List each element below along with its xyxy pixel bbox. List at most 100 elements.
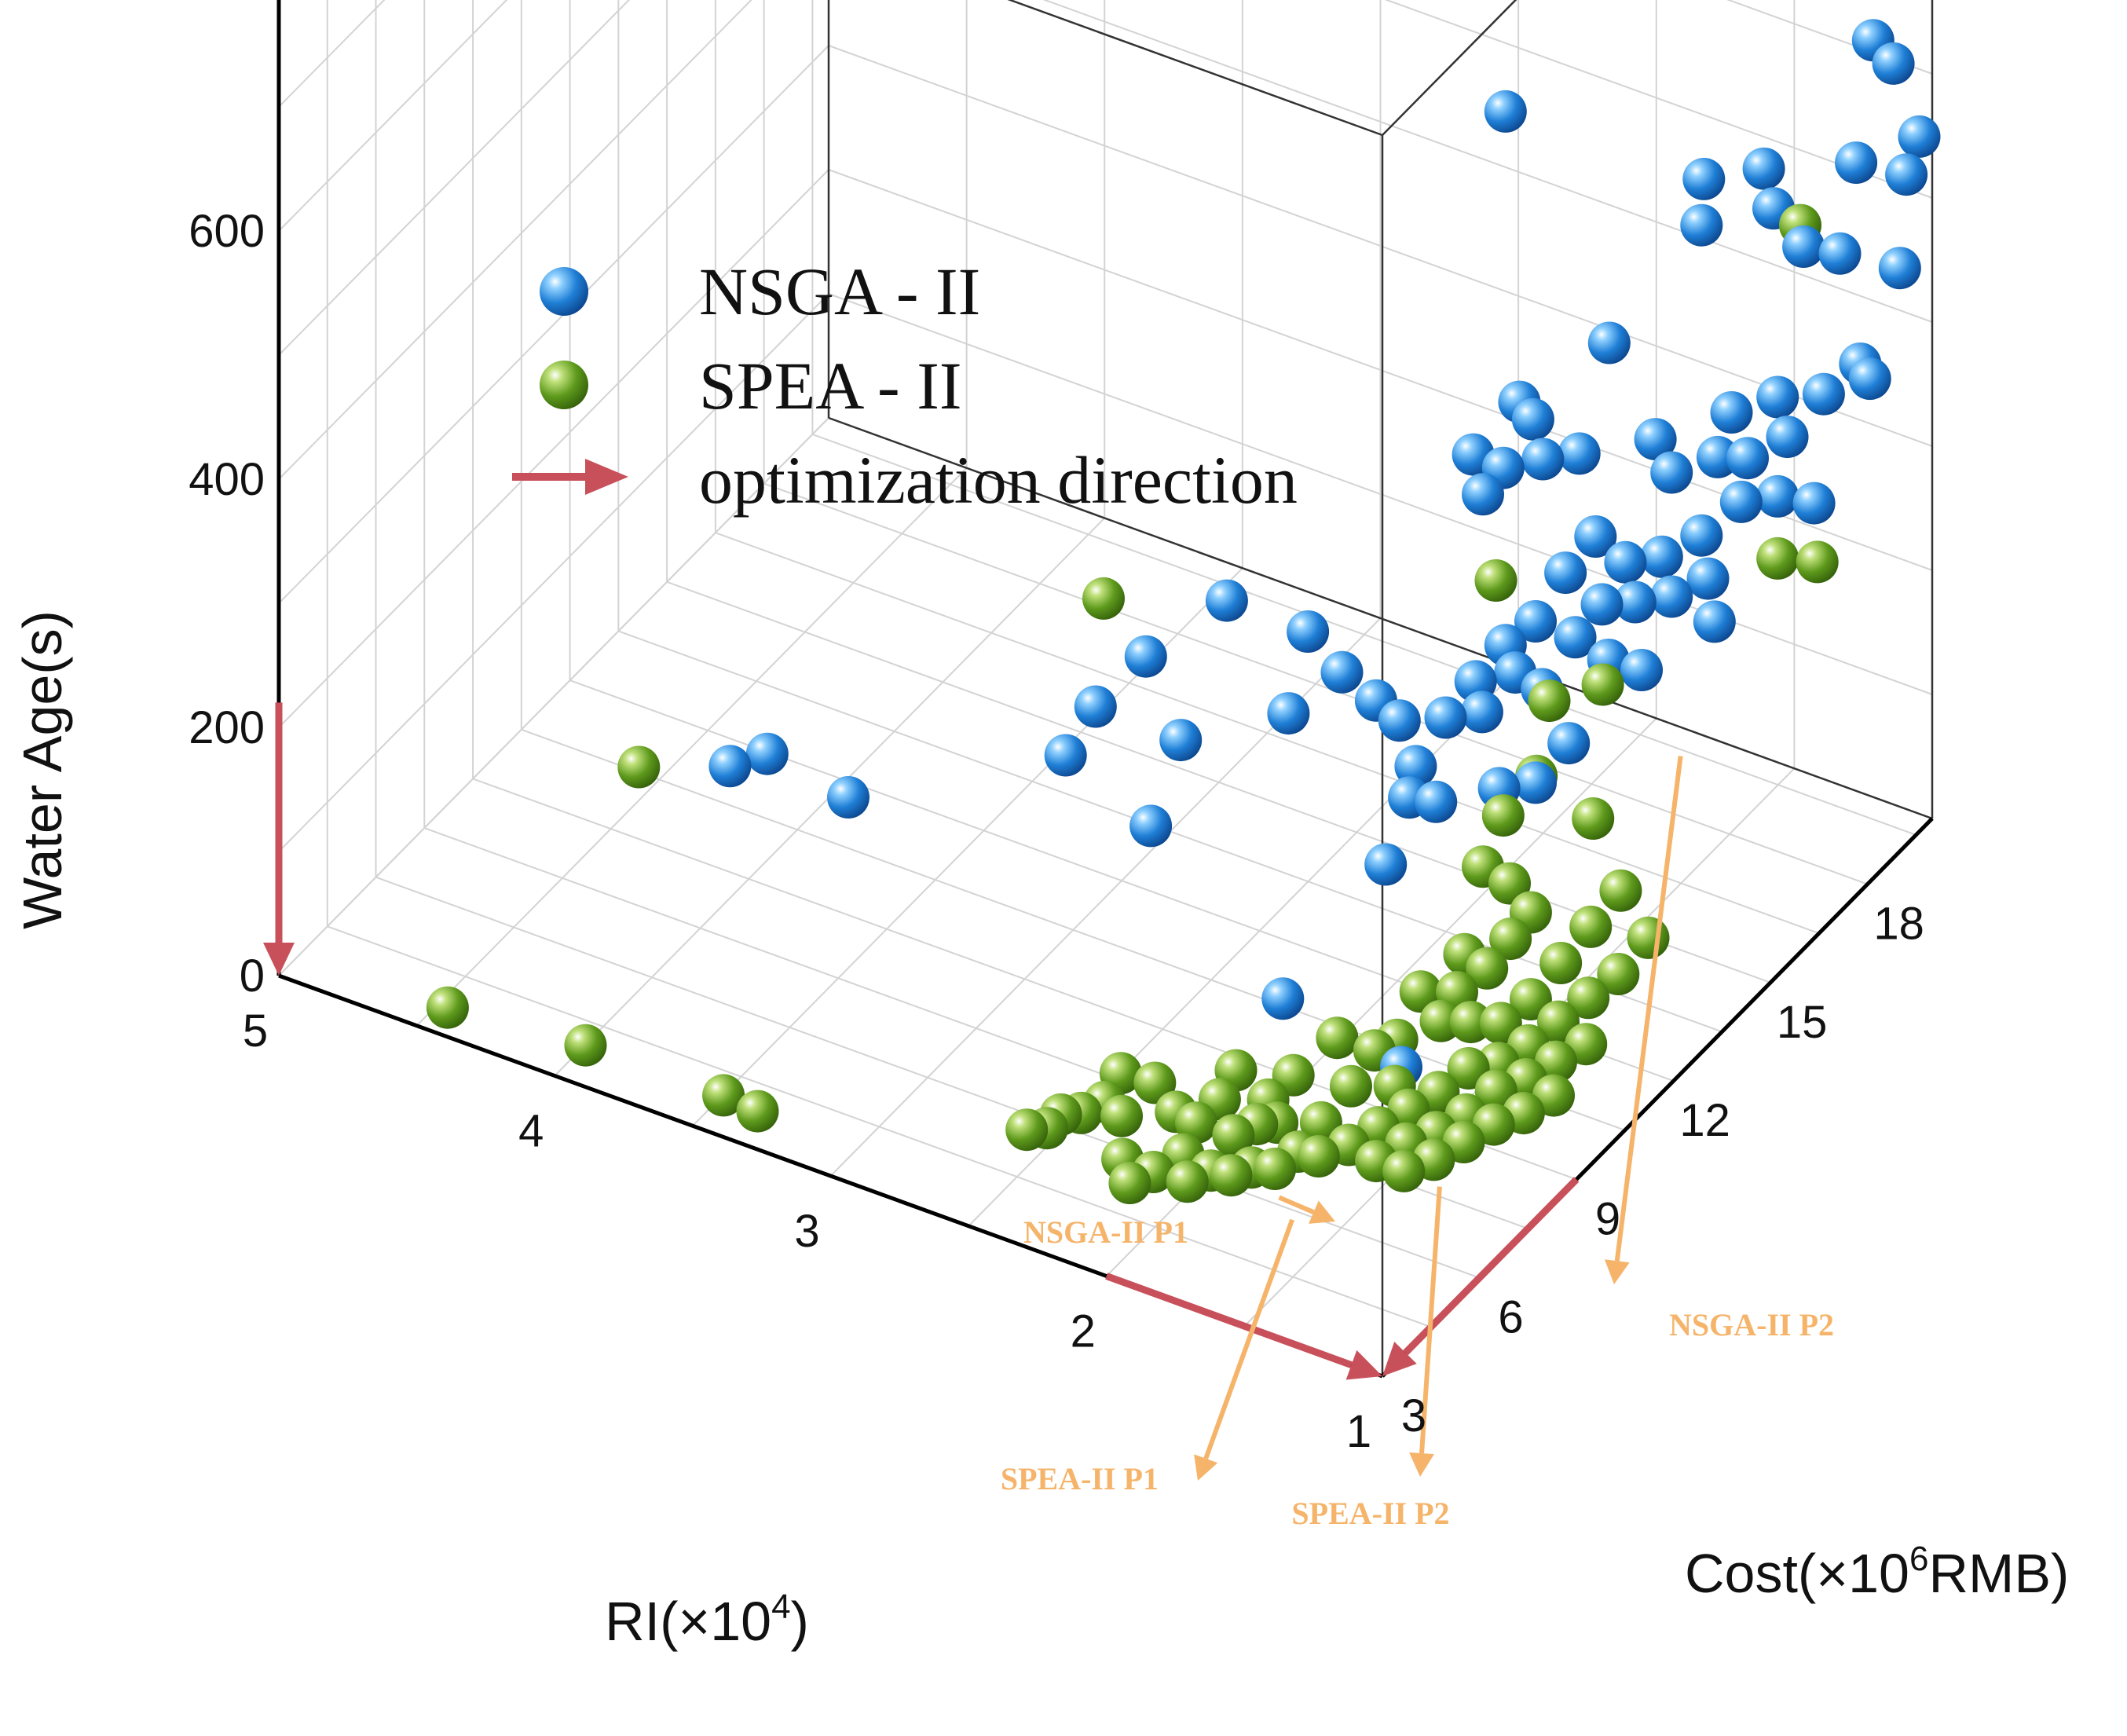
annotation-label: SPEA-II P2 <box>1291 1496 1449 1531</box>
nsga-point <box>1320 650 1364 694</box>
legend: NSGA - II SPEA - II optimization directi… <box>512 254 1298 518</box>
spea-point <box>1581 663 1624 706</box>
annotation-label: NSGA-II P2 <box>1669 1307 1834 1342</box>
y-tick-label: 12 <box>1679 1095 1730 1146</box>
grid-line <box>278 169 829 728</box>
x-tick-label: 1 <box>1346 1406 1371 1457</box>
spea-point <box>1539 942 1583 984</box>
nsga-point <box>1719 480 1763 523</box>
nsga-point <box>1604 540 1647 584</box>
nsga-point <box>1634 418 1677 461</box>
nsga-point <box>1378 699 1421 742</box>
nsga-point <box>1818 232 1862 275</box>
grid-line <box>278 0 508 232</box>
nsga-point <box>1124 635 1167 678</box>
nsga-point <box>1792 482 1836 525</box>
x-direction-arrow <box>1105 1273 1382 1380</box>
nsga-point <box>1267 692 1310 735</box>
z-direction-arrow <box>263 702 295 976</box>
nsga-point <box>1802 372 1845 416</box>
nsga-point <box>1742 147 1785 190</box>
nsga-point <box>1159 719 1203 762</box>
nsga-point <box>1364 843 1408 886</box>
nsga-point <box>1835 141 1878 185</box>
spea-point <box>1166 1160 1209 1203</box>
y-direction-arrow <box>1382 1177 1580 1376</box>
grid-line <box>1384 0 1933 199</box>
grid-line <box>278 0 386 108</box>
grid-line <box>828 293 1933 695</box>
spea-point <box>1466 947 1509 990</box>
nsga-point <box>1696 435 1739 478</box>
nsga-point <box>1872 42 1915 85</box>
spea-point <box>1567 976 1610 1020</box>
nsga-point <box>1756 474 1799 518</box>
grid-line <box>521 728 1626 1131</box>
nsga-point <box>1680 514 1723 557</box>
grid-line <box>278 0 631 356</box>
nsga-point <box>1521 438 1565 481</box>
nsga-point <box>1074 685 1117 728</box>
legend-spea-label: SPEA - II <box>699 348 961 423</box>
nsga-point <box>1726 437 1769 480</box>
spea-point <box>1382 1149 1426 1192</box>
spea-point <box>1528 679 1571 723</box>
tick-label-layer: 0200400600800100012345369121518 <box>189 0 1924 1457</box>
optimization-direction-arrows <box>263 702 1580 1380</box>
nsga-point <box>1682 157 1726 200</box>
annotation-label: NSGA-II P1 <box>1023 1214 1188 1250</box>
annotation-layer: NSGA-II P1 NSGA-II P2 SPEA-II P1 SPEA-II P2 <box>1001 756 1834 1531</box>
z-tick-label: 0 <box>240 950 265 1002</box>
z-tick-label: 200 <box>189 702 265 753</box>
spea-point <box>1175 1101 1217 1145</box>
nsga-point <box>1484 90 1527 133</box>
nsga-point <box>1885 153 1928 196</box>
x-tick-label: 5 <box>243 1005 268 1057</box>
annotation-label: SPEA-II P1 <box>1001 1461 1159 1496</box>
grid-line <box>375 876 1480 1279</box>
spea-point <box>1572 797 1615 840</box>
nsga-point <box>1756 375 1799 419</box>
spea-point <box>702 1074 745 1117</box>
grid-layer <box>278 0 1933 1377</box>
grid-line <box>828 45 1933 447</box>
nsga-point <box>1514 600 1557 643</box>
z-tick-label: 800 <box>189 0 265 9</box>
nsga-point <box>1640 535 1683 578</box>
nsga-point <box>745 732 789 775</box>
points-layer <box>426 19 1941 1204</box>
spea-point <box>1254 1148 1297 1190</box>
annotation-arrow-shaft <box>1419 1186 1442 1454</box>
annotation-arrow-head <box>1194 1454 1218 1481</box>
annotation-arrow-head <box>1309 1200 1335 1224</box>
nsga-point <box>1878 247 1921 290</box>
nsga-point <box>1511 397 1554 441</box>
y-tick-label: 9 <box>1595 1193 1620 1244</box>
spea-point <box>1481 794 1525 837</box>
nsga-point <box>1574 515 1617 558</box>
spea-point <box>617 745 661 789</box>
spea-point <box>1474 559 1517 602</box>
annotation-arrow-head <box>1604 1259 1630 1284</box>
z-axis-title: Water Age(s) <box>12 610 73 929</box>
spea-point <box>426 986 469 1029</box>
y-axis-title: Cost(×106RMB) <box>1685 1540 2069 1604</box>
nsga-point <box>1514 761 1557 804</box>
nsga-point <box>1415 780 1458 823</box>
nsga-point <box>1680 203 1723 247</box>
spea-point <box>1627 916 1670 959</box>
nsga-point <box>1710 391 1753 434</box>
nsga-point <box>1558 432 1601 475</box>
nsga-point <box>1580 583 1624 626</box>
spea-point <box>1005 1108 1049 1152</box>
spea-point <box>1100 1094 1143 1137</box>
nsga-point <box>708 745 752 788</box>
spea-point <box>1489 917 1532 961</box>
nsga-point <box>1547 722 1591 765</box>
nsga-point <box>1129 804 1173 848</box>
nsga-point <box>1693 600 1736 643</box>
spea-point <box>736 1090 779 1133</box>
annotation-3: SPEA-II P2 <box>1291 1186 1450 1531</box>
y-tick-label: 6 <box>1498 1292 1523 1343</box>
